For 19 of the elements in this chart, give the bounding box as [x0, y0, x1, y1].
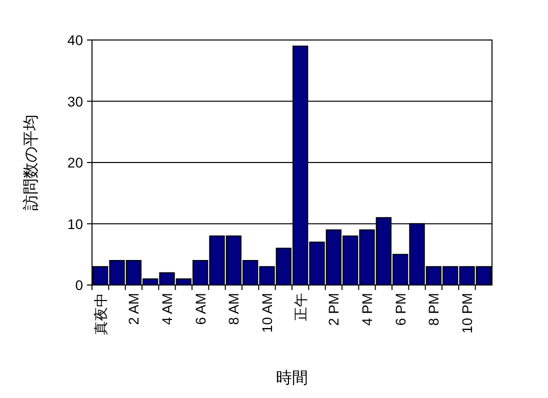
x-tick-label: 4 PM — [359, 293, 375, 326]
x-tick-label: 10 AM — [259, 293, 275, 333]
x-tick-label: 8 AM — [226, 293, 242, 325]
y-tick-label: 20 — [67, 154, 84, 170]
x-tick-label: 10 PM — [459, 293, 475, 334]
x-tick-label: 8 PM — [426, 293, 442, 326]
y-tick-label: 10 — [67, 216, 84, 232]
x-axis-title: 時間 — [276, 369, 308, 387]
x-tick-label: 6 AM — [192, 293, 208, 325]
x-tick-label: 2 AM — [126, 293, 142, 325]
x-tick-label: 正午 — [292, 293, 308, 321]
x-tick-label: 真夜中 — [92, 293, 108, 335]
x-tick-label: 2 PM — [326, 293, 342, 326]
y-tick-label: 0 — [75, 277, 84, 293]
y-tick-label: 30 — [67, 93, 84, 110]
y-tick-label: 40 — [67, 32, 84, 48]
x-tick-label: 4 AM — [159, 293, 175, 325]
x-tick-label: 6 PM — [392, 293, 408, 326]
y-axis-title: 訪問数の平均 — [22, 114, 40, 210]
